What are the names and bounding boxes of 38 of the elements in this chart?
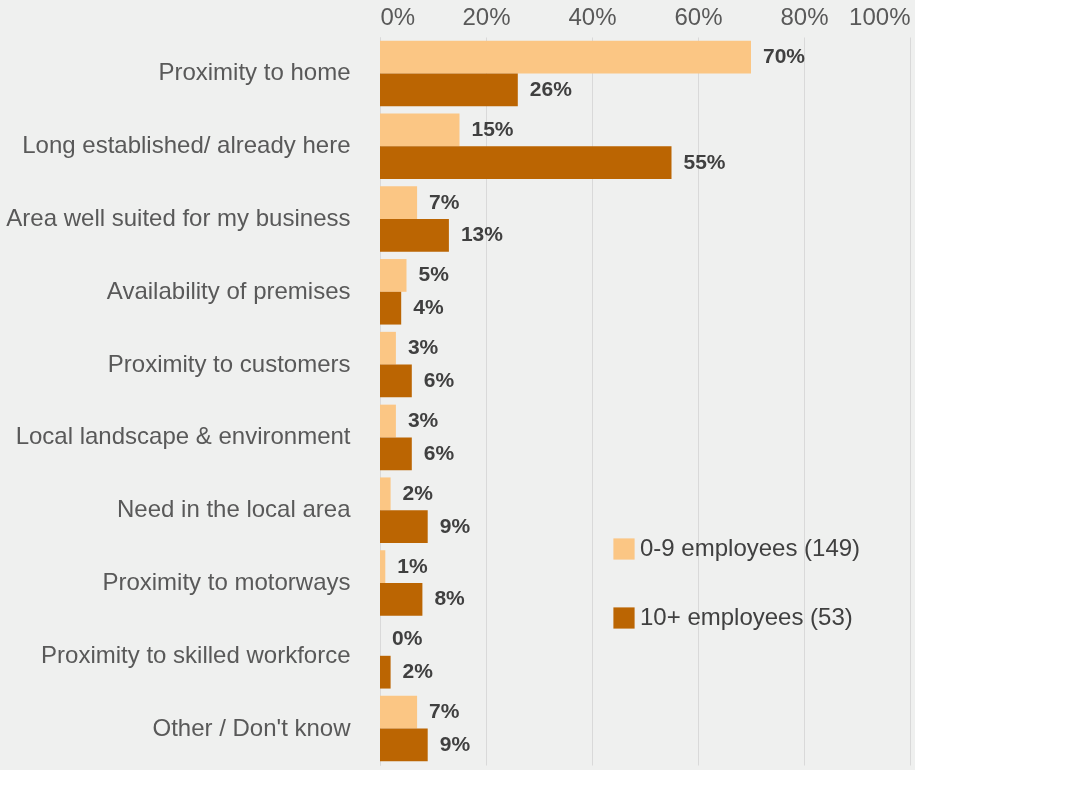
x-tick-label: 0% (380, 2, 416, 30)
data-label: 8% (434, 586, 466, 610)
y-tick-label: Proximity to skilled workforce (41, 640, 351, 668)
data-label: 9% (439, 513, 471, 537)
x-tick-label: 60% (674, 2, 723, 30)
data-label: 15% (471, 116, 514, 140)
y-tick-label: Availability of premises (106, 276, 351, 304)
y-tick-label: Other / Don't know (152, 713, 352, 741)
data-label: 55% (683, 149, 726, 173)
data-label: 0% (392, 626, 423, 650)
y-tick-label: Proximity to home (158, 58, 351, 86)
y-tick-label: Long established/ already here (22, 131, 351, 159)
legend-label: 0-9 employees (149) (640, 534, 861, 561)
data-label: 3% (407, 335, 439, 359)
data-label: 7% (429, 189, 460, 213)
y-tick-label: Need in the local area (117, 495, 352, 523)
data-label: 4% (413, 295, 444, 319)
data-label: 70% (763, 44, 806, 68)
y-tick-label: Area well suited for my business (6, 204, 351, 231)
data-label: 13% (460, 222, 504, 246)
x-tick-label: 80% (780, 2, 829, 30)
data-label: 1% (397, 553, 428, 577)
data-label: 26% (529, 76, 573, 100)
x-tick-label: 20% (462, 2, 511, 30)
y-tick-label: Local landscape & environment (15, 422, 351, 450)
data-label: 2% (402, 480, 434, 504)
data-label: 3% (407, 408, 439, 432)
data-label: 6% (423, 367, 455, 391)
x-tick-label: 100% (849, 2, 911, 30)
y-tick-label: Proximity to customers (107, 349, 351, 377)
x-tick-label: 40% (568, 2, 617, 30)
y-tick-label: Proximity to motorways (102, 568, 351, 595)
legend-label: 10+ employees (53) (640, 603, 853, 630)
data-label: 6% (423, 440, 455, 464)
data-label: 9% (439, 731, 471, 755)
data-label: 5% (418, 262, 450, 286)
data-label: 7% (429, 699, 460, 723)
data-label: 2% (402, 659, 434, 683)
